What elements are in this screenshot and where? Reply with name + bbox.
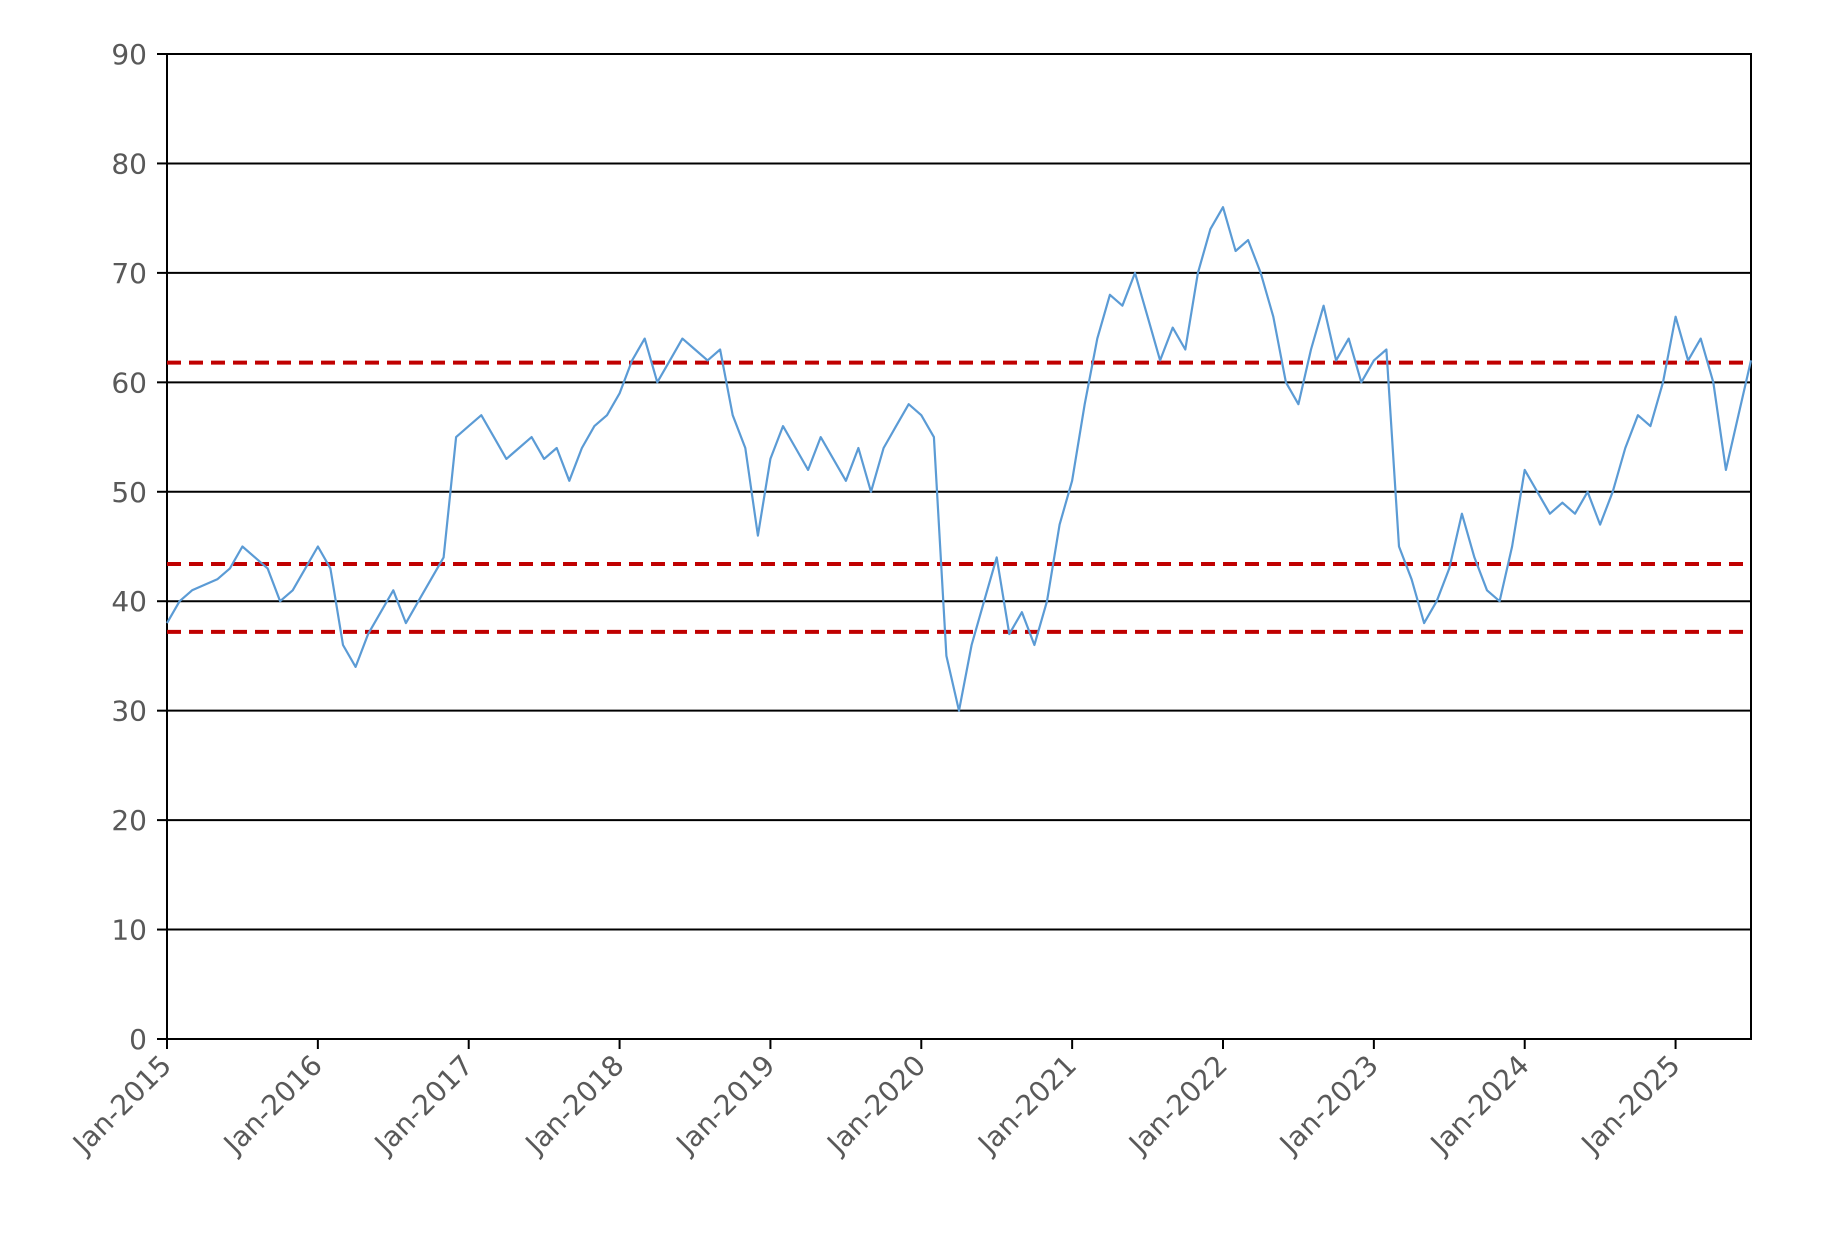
- plot-border: [166, 53, 1752, 1040]
- x-tick-label: Jan-2024: [1423, 1049, 1536, 1162]
- y-tick-label: 0: [129, 1023, 147, 1056]
- y-tick-label: 50: [111, 476, 147, 509]
- y-tick-label: 60: [111, 366, 147, 399]
- y-tick-label: 90: [111, 38, 147, 71]
- x-tick-label: Jan-2015: [65, 1049, 178, 1162]
- y-tick-label: 20: [111, 804, 147, 837]
- y-tick-label: 40: [111, 585, 147, 618]
- x-tick-label: Jan-2020: [819, 1049, 932, 1162]
- x-tick-label: Jan-2023: [1272, 1049, 1385, 1162]
- x-tick-label: Jan-2017: [367, 1049, 480, 1162]
- x-tick-label: Jan-2016: [216, 1049, 329, 1162]
- data-line: [166, 206, 1753, 712]
- x-tick-label: Jan-2018: [518, 1049, 631, 1162]
- y-tick-label: 80: [111, 147, 147, 180]
- y-tick-label: 30: [111, 695, 147, 728]
- x-tick-label: Jan-2021: [970, 1049, 1083, 1162]
- y-tick-label: 10: [111, 914, 147, 947]
- x-tick-label: Jan-2025: [1574, 1049, 1687, 1162]
- x-tick-label: Jan-2019: [669, 1049, 782, 1162]
- x-tick-label: Jan-2022: [1121, 1049, 1234, 1162]
- y-tick-label: 70: [111, 257, 147, 290]
